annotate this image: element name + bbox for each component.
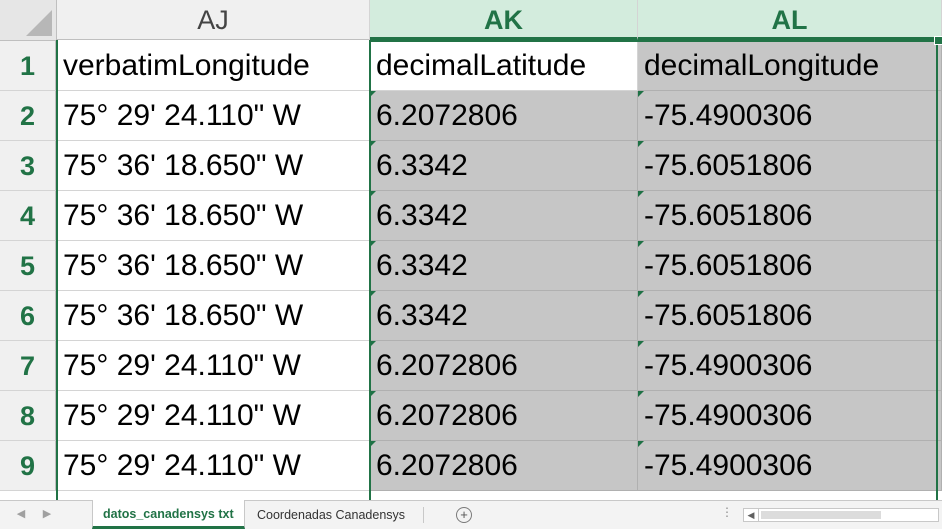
cell-aj-5[interactable]: 75° 36' 18.650" W bbox=[57, 241, 370, 291]
number-stored-as-text-indicator-icon bbox=[638, 441, 644, 447]
tab-coordenadas-canadensys[interactable]: Coordenadas Canadensys bbox=[257, 508, 406, 522]
cell-value: -75.6051806 bbox=[644, 249, 813, 282]
cell-value: 6.2072806 bbox=[376, 99, 518, 132]
cell-aj-1[interactable]: verbatimLongitude bbox=[57, 41, 370, 91]
cell-aj-6[interactable]: 75° 36' 18.650" W bbox=[57, 291, 370, 341]
cell-value: 6.3342 bbox=[376, 249, 468, 282]
cell-value: verbatimLongitude bbox=[63, 49, 310, 82]
row-header[interactable]: 5 bbox=[0, 241, 56, 291]
row-header[interactable]: 7 bbox=[0, 341, 56, 391]
number-stored-as-text-indicator-icon bbox=[638, 291, 644, 297]
cell-value: 75° 36' 18.650" W bbox=[63, 149, 304, 182]
cell-value: -75.6051806 bbox=[644, 199, 813, 232]
horizontal-scrollbar[interactable]: ◀ bbox=[743, 508, 939, 522]
tab-separator bbox=[423, 507, 424, 523]
cell-aj-2[interactable]: 75° 29' 24.110" W bbox=[57, 91, 370, 141]
cell-value: 75° 36' 18.650" W bbox=[63, 249, 304, 282]
column-header-ak[interactable]: AK bbox=[370, 0, 638, 40]
cell-ak-6[interactable]: 6.3342 bbox=[370, 291, 638, 341]
cell-aj-9[interactable]: 75° 29' 24.110" W bbox=[57, 441, 370, 491]
cell-al-5[interactable]: -75.6051806 bbox=[638, 241, 942, 291]
number-stored-as-text-indicator-icon bbox=[370, 441, 376, 447]
number-stored-as-text-indicator-icon bbox=[370, 191, 376, 197]
cell-al-3[interactable]: -75.6051806 bbox=[638, 141, 942, 191]
cell-value: -75.4900306 bbox=[644, 99, 813, 132]
row-header[interactable]: 8 bbox=[0, 391, 56, 441]
cell-value: decimalLatitude bbox=[376, 49, 587, 82]
fill-handle[interactable] bbox=[934, 36, 942, 45]
cell-al-4[interactable]: -75.6051806 bbox=[638, 191, 942, 241]
number-stored-as-text-indicator-icon bbox=[370, 391, 376, 397]
number-stored-as-text-indicator-icon bbox=[638, 91, 644, 97]
cell-aj-8[interactable]: 75° 29' 24.110" W bbox=[57, 391, 370, 441]
cell-al-1[interactable]: decimalLongitude bbox=[638, 41, 942, 91]
scroll-left-arrow-icon[interactable]: ◀ bbox=[744, 509, 759, 521]
cell-value: -75.6051806 bbox=[644, 299, 813, 332]
cell-value: 6.2072806 bbox=[376, 349, 518, 382]
cell-ak-7[interactable]: 6.2072806 bbox=[370, 341, 638, 391]
cell-value: 75° 29' 24.110" W bbox=[63, 99, 301, 132]
cell-value: 75° 36' 18.650" W bbox=[63, 299, 304, 332]
cell-al-7[interactable]: -75.4900306 bbox=[638, 341, 942, 391]
cell-value: 6.2072806 bbox=[376, 449, 518, 482]
number-stored-as-text-indicator-icon bbox=[638, 341, 644, 347]
cell-ak-4[interactable]: 6.3342 bbox=[370, 191, 638, 241]
number-stored-as-text-indicator-icon bbox=[638, 141, 644, 147]
row-header[interactable]: 3 bbox=[0, 141, 56, 191]
column-header-al[interactable]: AL bbox=[638, 0, 942, 40]
spreadsheet-grid: AJ AK AL 1 verbatimLongitude decimalLatitu… bbox=[0, 0, 942, 500]
cell-value: 75° 29' 24.110" W bbox=[63, 349, 301, 382]
cell-al-9[interactable]: -75.4900306 bbox=[638, 441, 942, 491]
cell-value: 75° 36' 18.650" W bbox=[63, 199, 304, 232]
cell-value: -75.4900306 bbox=[644, 449, 813, 482]
cell-aj-3[interactable]: 75° 36' 18.650" W bbox=[57, 141, 370, 191]
cell-ak-2[interactable]: 6.2072806 bbox=[370, 91, 638, 141]
cell-ak-5[interactable]: 6.3342 bbox=[370, 241, 638, 291]
number-stored-as-text-indicator-icon bbox=[370, 341, 376, 347]
row-header-selection-edge bbox=[56, 40, 58, 500]
cell-value: 6.3342 bbox=[376, 149, 468, 182]
cell-ak-9[interactable]: 6.2072806 bbox=[370, 441, 638, 491]
row-header[interactable]: 9 bbox=[0, 441, 56, 491]
number-stored-as-text-indicator-icon bbox=[370, 141, 376, 147]
number-stored-as-text-indicator-icon bbox=[370, 291, 376, 297]
cell-ak-8[interactable]: 6.2072806 bbox=[370, 391, 638, 441]
number-stored-as-text-indicator-icon bbox=[638, 241, 644, 247]
number-stored-as-text-indicator-icon bbox=[370, 241, 376, 247]
cell-al-8[interactable]: -75.4900306 bbox=[638, 391, 942, 441]
sheet-tab-bar: ◀ ▶ datos_canadensys txt Coordenadas Can… bbox=[0, 500, 942, 529]
cell-value: -75.6051806 bbox=[644, 149, 813, 182]
row-header[interactable]: 1 bbox=[0, 41, 56, 91]
cell-value: decimalLongitude bbox=[644, 49, 880, 82]
tab-scroll-next-button[interactable]: ▶ bbox=[42, 508, 52, 520]
row-header[interactable]: 2 bbox=[0, 91, 56, 141]
select-all-triangle-icon bbox=[26, 10, 52, 36]
scrollbar-thumb[interactable] bbox=[761, 511, 881, 519]
cell-ak-1[interactable]: decimalLatitude bbox=[370, 41, 638, 91]
cell-al-2[interactable]: -75.4900306 bbox=[638, 91, 942, 141]
cell-aj-4[interactable]: 75° 36' 18.650" W bbox=[57, 191, 370, 241]
cell-value: 75° 29' 24.110" W bbox=[63, 449, 301, 482]
cell-value: 6.3342 bbox=[376, 299, 468, 332]
row-header[interactable]: 4 bbox=[0, 191, 56, 241]
number-stored-as-text-indicator-icon bbox=[638, 191, 644, 197]
cell-value: 75° 29' 24.110" W bbox=[63, 399, 301, 432]
row-header[interactable]: 6 bbox=[0, 291, 56, 341]
tab-scroll-prev-button[interactable]: ◀ bbox=[16, 508, 26, 520]
column-header-row: AJ AK AL bbox=[0, 0, 942, 41]
cell-value: 6.2072806 bbox=[376, 399, 518, 432]
cell-value: -75.4900306 bbox=[644, 349, 813, 382]
cell-ak-3[interactable]: 6.3342 bbox=[370, 141, 638, 191]
more-options-icon[interactable]: ⋮ bbox=[721, 505, 733, 519]
number-stored-as-text-indicator-icon bbox=[638, 391, 644, 397]
cell-aj-7[interactable]: 75° 29' 24.110" W bbox=[57, 341, 370, 391]
cell-value: 6.3342 bbox=[376, 199, 468, 232]
tab-datos-canadensys[interactable]: datos_canadensys txt bbox=[92, 500, 245, 529]
cell-value: -75.4900306 bbox=[644, 399, 813, 432]
select-all-corner[interactable] bbox=[0, 0, 57, 41]
add-sheet-button[interactable]: + bbox=[456, 507, 472, 523]
column-header-aj[interactable]: AJ bbox=[57, 0, 370, 40]
cell-al-6[interactable]: -75.6051806 bbox=[638, 291, 942, 341]
number-stored-as-text-indicator-icon bbox=[370, 91, 376, 97]
